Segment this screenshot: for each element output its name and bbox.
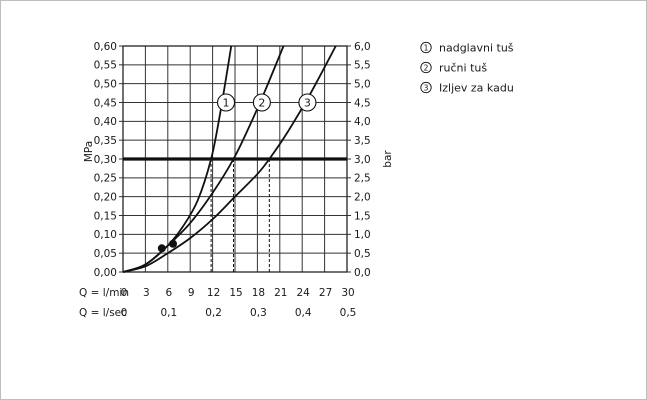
x-secondary-tick-label: 0,4 (295, 307, 312, 319)
y-left-tick-label: 0,20 (94, 191, 117, 203)
x-secondary-axis-prefix: Q = l/sec (79, 307, 127, 319)
curve-marker-circle-1 (216, 93, 236, 112)
x-primary-tick-label: 30 (341, 287, 354, 299)
x-primary-tick-label: 27 (319, 287, 332, 299)
legend-item-label: ručni tuš (439, 62, 487, 75)
legend-marker-circle (420, 61, 432, 74)
y-right-tick-label: 5,5 (354, 60, 371, 72)
legend-marker-number: 2 (424, 64, 429, 73)
curve-marker-circle-2 (252, 93, 271, 112)
legend-item-label: Izljev za kadu (439, 82, 514, 95)
legend-item-label: nadglavni tuš (439, 42, 514, 55)
y-left-tick-label: 0,50 (94, 78, 117, 90)
y-left-tick-label: 0,25 (94, 173, 117, 185)
x-secondary-tick-label: 0 (121, 307, 128, 319)
legend-marker-number: 1 (424, 44, 429, 53)
curve-marker-number-2: 2 (258, 97, 265, 110)
x-primary-tick-label: 15 (229, 287, 242, 299)
x-primary-tick-label: 21 (274, 287, 287, 299)
y-left-tick-label: 0,55 (94, 60, 117, 72)
x-primary-tick-label: 6 (165, 287, 172, 299)
y-right-tick-label: 0,5 (354, 248, 371, 260)
y-right-tick-label: 0,0 (354, 267, 371, 279)
curve-marker-number-3: 3 (304, 97, 311, 110)
legend-marker-number: 3 (424, 84, 429, 93)
y-left-tick-label: 0,05 (94, 248, 117, 260)
y-right-tick-label: 2,0 (354, 191, 371, 203)
x-secondary-tick-label: 0,2 (205, 307, 222, 319)
y-left-tick-label: 0,35 (94, 135, 117, 147)
y-right-tick-label: 4,5 (354, 97, 371, 109)
curve-marker-circle-3 (298, 93, 317, 112)
y-right-tick-label: 1,5 (354, 210, 371, 222)
legend-marker-circle (420, 81, 432, 94)
x-secondary-tick-label: 0,5 (340, 307, 357, 319)
y-left-tick-label: 0,30 (94, 154, 117, 166)
x-primary-tick-label: 3 (143, 287, 150, 299)
y-left-tick-label: 0,45 (94, 97, 117, 109)
y-left-tick-label: 0,40 (94, 116, 117, 128)
y-right-tick-label: 2,5 (354, 173, 371, 185)
x-primary-tick-label: 0 (121, 287, 128, 299)
curve-marker-number-1: 1 (223, 97, 230, 110)
y-right-tick-label: 1,0 (354, 229, 371, 241)
y-right-tick-label: 6,0 (354, 41, 371, 53)
x-primary-tick-label: 24 (297, 287, 311, 299)
x-secondary-tick-label: 0,1 (160, 307, 177, 319)
y-right-tick-label: 3,5 (354, 135, 371, 147)
x-secondary-tick-label: 0,3 (250, 307, 267, 319)
y-right-tick-label: 5,0 (354, 78, 371, 90)
y-left-axis-title: MPa (83, 141, 95, 162)
x-primary-tick-label: 12 (207, 287, 220, 299)
y-left-tick-label: 0,10 (94, 229, 117, 241)
y-right-tick-label: 4,0 (354, 116, 371, 128)
x-primary-tick-label: 9 (188, 287, 195, 299)
x-primary-tick-label: 18 (252, 287, 265, 299)
legend-marker-circle (420, 41, 432, 54)
y-left-tick-label: 0,00 (94, 267, 117, 279)
y-right-axis-title: bar (382, 150, 394, 168)
y-left-tick-label: 0,60 (94, 41, 117, 53)
start-point-marker (169, 239, 178, 248)
y-right-tick-label: 3,0 (354, 154, 371, 166)
x-primary-axis-prefix: Q = l/min (79, 287, 129, 299)
y-left-tick-label: 0,15 (94, 210, 117, 222)
series-line-3 (122, 45, 337, 273)
start-point-marker (157, 244, 166, 253)
